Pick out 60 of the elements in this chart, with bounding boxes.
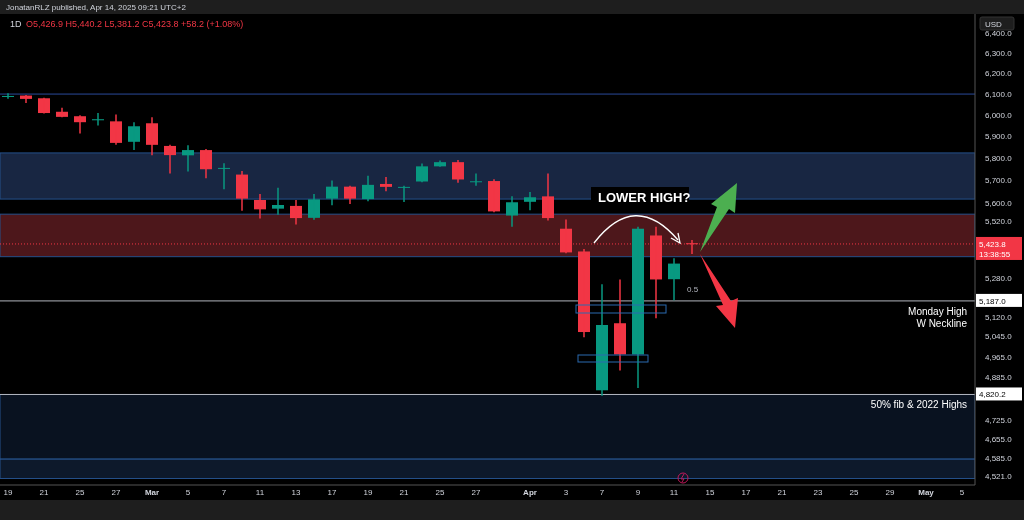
annotation: O5,426.9 H5,440.2 L5,381.2 C5,423.8 +58.2 (+1.08%)	[26, 19, 244, 29]
x-tick-label: 11	[255, 488, 265, 497]
x-tick-label: 21	[399, 488, 409, 497]
y-tick-label: 6,100.0	[985, 89, 1013, 99]
x-tick-label: 9	[635, 488, 641, 497]
annotation: LOWER HIGH?	[598, 190, 691, 205]
x-tick-label: 21	[39, 488, 49, 497]
ref-line-label: Monday High W Neckline	[908, 305, 968, 329]
y-tick-label: 6,300.0	[985, 48, 1013, 58]
x-tick-label: 7	[599, 488, 605, 497]
text: 4,820.2	[979, 390, 1007, 400]
x-tick-label: 25	[435, 488, 445, 497]
y-tick-label: 4,725.0	[985, 415, 1013, 425]
annotation: 0.5	[687, 285, 699, 294]
x-tick-label: 23	[813, 488, 823, 497]
y-tick-label: 5,600.0	[985, 198, 1013, 208]
y-tick-label: 5,700.0	[985, 176, 1013, 186]
x-tick-label: 25	[75, 488, 85, 497]
y-tick-label: 4,655.0	[985, 434, 1013, 444]
x-tick-label: 17	[327, 488, 337, 497]
y-tick-label: 4,585.0	[985, 454, 1013, 464]
y-tick-label: 5,120.0	[985, 313, 1013, 323]
y-tick-label: 6,400.0	[985, 28, 1013, 38]
y-tick-label: 5,280.0	[985, 274, 1013, 284]
x-tick-label: 3	[563, 488, 569, 497]
text: 5,423.8	[979, 239, 1007, 249]
y-tick-label: 4,521.0	[985, 472, 1013, 482]
candlestick	[524, 191, 536, 212]
y-tick-label: 4,885.0	[985, 373, 1013, 383]
candlestick	[272, 187, 284, 216]
y-tick-label: 6,200.0	[985, 69, 1013, 79]
x-tick-label: 29	[885, 488, 895, 497]
x-tick-label: 25	[849, 488, 859, 497]
text: 1D	[10, 19, 23, 29]
y-tick-label: 5,045.0	[985, 332, 1013, 342]
x-tick-label: 11	[669, 488, 679, 497]
x-tick-label: 21	[777, 488, 787, 497]
x-tick-label: 19	[363, 488, 373, 497]
x-tick-label: 7	[221, 488, 227, 497]
x-tick-label: 19	[3, 488, 13, 497]
text: USD	[985, 20, 1003, 29]
y-tick-label: 4,965.0	[985, 352, 1013, 362]
x-tick-label: Apr	[523, 488, 537, 497]
y-tick-label: 5,800.0	[985, 154, 1013, 164]
x-tick-label: 27	[471, 488, 481, 497]
text: JonatanRLZ published, Apr 14, 2025 09:21 UTC+2	[6, 3, 187, 12]
x-tick-label: 15	[705, 488, 715, 497]
y-tick-label: 6,000.0	[985, 110, 1013, 120]
text: 5,187.0	[979, 296, 1007, 306]
x-tick-label: May	[918, 488, 935, 497]
x-tick-label: Mar	[144, 488, 160, 497]
x-tick-label: 17	[741, 488, 751, 497]
y-tick-label: 5,520.0	[985, 217, 1013, 227]
x-tick-label: 27	[111, 488, 121, 497]
x-tick-label: 13	[291, 488, 301, 497]
x-tick-label: 5	[959, 488, 965, 497]
text: 13:38:55	[979, 249, 1011, 259]
y-tick-label: 5,900.0	[985, 132, 1013, 142]
ref-line-label: 50% fib & 2022 Highs	[870, 399, 967, 411]
x-tick-label: 5	[185, 488, 191, 497]
